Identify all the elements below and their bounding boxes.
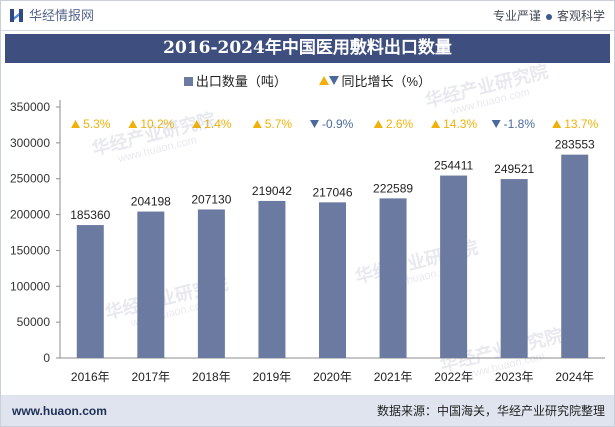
x-tick-label: 2021年 xyxy=(374,370,413,384)
site-header: 华经情报网 专业严谨 客观科学 xyxy=(0,0,615,31)
slogan-left: 专业严谨 xyxy=(492,9,541,23)
growth-up-triangle-icon xyxy=(552,120,562,128)
x-tick-label: 2023年 xyxy=(495,370,534,384)
legend-label-export-volume: 出口数量（吨） xyxy=(195,74,287,89)
bar xyxy=(76,225,104,358)
y-tick-label: 100000 xyxy=(10,279,50,293)
growth-down-triangle-icon xyxy=(310,120,319,128)
growth-label: -0.9% xyxy=(322,117,354,131)
growth-label: 10.2% xyxy=(140,117,174,131)
bar-value-label: 207130 xyxy=(191,192,231,206)
growth-up-triangle-icon xyxy=(431,120,441,128)
legend-item-export-volume: 出口数量（吨） xyxy=(183,74,287,90)
bar xyxy=(440,175,468,358)
bar-chart: 0 50000 100000 150000 200000 250000 300000 3500… xyxy=(10,100,605,384)
y-tick-label: 200000 xyxy=(10,208,50,222)
x-tick-label: 2022年 xyxy=(434,370,473,384)
x-tick-label: 2020年 xyxy=(313,370,352,384)
growth-label: 5.7% xyxy=(265,117,293,131)
x-tick-label: 2018年 xyxy=(192,370,231,384)
growth-label: -1.8% xyxy=(504,117,536,131)
bar-value-label: 249521 xyxy=(494,162,534,176)
y-tick-label: 250000 xyxy=(10,172,50,186)
y-tick-label: 50000 xyxy=(17,315,51,329)
y-tick-label: 0 xyxy=(43,351,50,365)
bar xyxy=(258,200,286,358)
huajing-logo-icon xyxy=(10,9,23,22)
bar-value-label: 222589 xyxy=(373,181,413,195)
bar-value-label: 219042 xyxy=(252,184,292,198)
triangle-down-icon xyxy=(328,76,339,85)
growth-up-triangle-icon xyxy=(373,120,383,128)
y-tick-label: 150000 xyxy=(10,243,50,257)
growth-label: 2.6% xyxy=(386,117,414,131)
chart-title: 2016-2024年中国医用敷料出口数量 xyxy=(5,34,610,63)
growth-down-triangle-icon xyxy=(491,120,501,128)
bar xyxy=(500,179,528,358)
bar xyxy=(379,198,407,358)
growth-up-triangle-icon xyxy=(252,120,262,128)
x-tick-label: 2024年 xyxy=(555,370,594,384)
bar xyxy=(561,154,589,358)
bar-value-label: 217046 xyxy=(312,185,352,199)
slogan: 专业严谨 客观科学 xyxy=(493,8,605,24)
bar xyxy=(319,202,346,358)
bar-swatch-icon xyxy=(183,77,193,86)
site-name: 华经情报网 xyxy=(29,8,95,23)
x-tick-label: 2016年 xyxy=(71,370,110,384)
bar-value-label: 185360 xyxy=(70,208,110,222)
x-tick-label: 2017年 xyxy=(131,370,170,384)
growth-up-triangle-icon xyxy=(71,120,81,128)
growth-label: 14.3% xyxy=(443,117,477,131)
page-footer: www.huaon.com 数据来源：中国海关，华经产业研究院整理 xyxy=(0,395,615,427)
y-tick-label: 350000 xyxy=(10,100,50,114)
bar-value-label: 254411 xyxy=(434,159,473,173)
x-tick-label: 2019年 xyxy=(253,370,292,384)
legend-item-growth: 同比增长（%） xyxy=(318,74,432,90)
growth-up-triangle-icon xyxy=(192,120,202,128)
data-source: 数据来源：中国海关，华经产业研究院整理 xyxy=(376,404,605,418)
growth-label: 1.4% xyxy=(204,117,232,131)
growth-up-triangle-icon xyxy=(128,120,138,128)
website-text: www.huaon.com xyxy=(12,404,107,418)
triangle-up-icon xyxy=(318,76,329,85)
chart-legend: 出口数量（吨） 同比增长（%） xyxy=(0,74,615,90)
bar-value-label: 283553 xyxy=(555,138,595,152)
y-tick-label: 300000 xyxy=(10,136,50,150)
growth-label: 13.7% xyxy=(564,117,598,131)
bar-value-label: 204198 xyxy=(131,195,171,209)
bar xyxy=(197,209,225,358)
bullet-icon xyxy=(545,13,552,20)
bar xyxy=(137,211,165,358)
legend-label-growth: 同比增长（%） xyxy=(341,74,432,89)
growth-label: 5.3% xyxy=(83,117,111,131)
slogan-right: 客观科学 xyxy=(556,9,605,23)
